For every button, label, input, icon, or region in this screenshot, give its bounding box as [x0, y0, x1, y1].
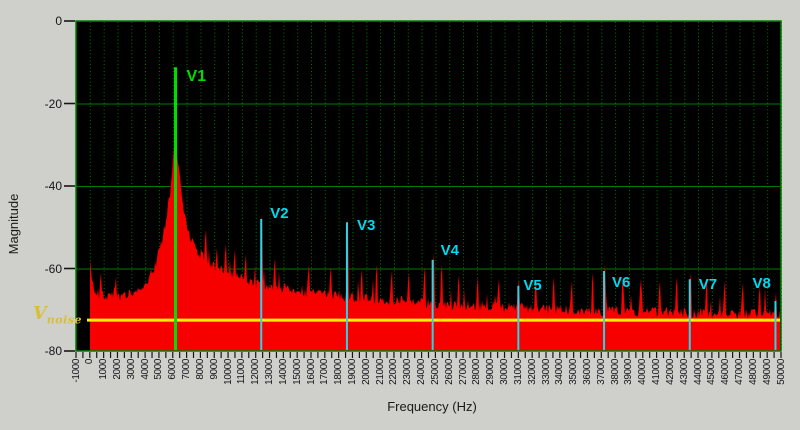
- x-tick-label: 16000: [305, 359, 317, 385]
- x-tick-label: 33000: [540, 359, 552, 385]
- x-tick-label: 28000: [471, 359, 483, 385]
- x-tick-label: 13000: [264, 359, 276, 385]
- x-tick-label: 14000: [277, 359, 289, 385]
- x-tick-label: 27000: [457, 359, 469, 385]
- x-tick-label: 0: [84, 359, 96, 365]
- x-tick-label: 48000: [747, 359, 759, 385]
- y-tick-label: 0: [55, 14, 62, 28]
- x-tick-label: 6000: [167, 359, 179, 380]
- marker-label-v5: V5: [523, 276, 542, 294]
- marker-label-v7: V7: [698, 276, 718, 294]
- noise-label-subscript: noise: [46, 313, 82, 327]
- noise-label-main: V: [32, 303, 47, 324]
- x-tick-label: 17000: [319, 359, 331, 385]
- marker-label-v1: V1: [186, 68, 207, 86]
- spectrum-area: [90, 136, 780, 351]
- x-tick-label: 43000: [678, 359, 690, 385]
- x-tick-label: 29000: [485, 359, 497, 385]
- x-tick-label: 44000: [692, 359, 704, 385]
- x-tick-label: 41000: [651, 359, 663, 385]
- x-tick-label: 9000: [208, 359, 220, 380]
- x-tick-label: 23000: [402, 359, 414, 385]
- x-tick-label: 2000: [111, 359, 123, 380]
- x-tick-label: 26000: [443, 359, 455, 385]
- x-tick-label: 40000: [637, 359, 649, 385]
- x-tick-label: 18000: [333, 359, 345, 385]
- x-tick-label: 47000: [734, 359, 746, 385]
- x-axis-title: Frequency (Hz): [387, 399, 477, 414]
- x-tick-label: 12000: [250, 359, 262, 385]
- y-axis-title: Magnitude: [6, 193, 21, 255]
- y-tick-label: -20: [44, 96, 62, 111]
- x-tick-label: 50000: [775, 359, 787, 385]
- x-tick-label: 39000: [623, 359, 635, 385]
- x-tick-label: 45000: [706, 359, 718, 385]
- x-tick-label: 5000: [153, 359, 165, 380]
- x-tick-label: 36000: [581, 359, 593, 385]
- x-tick-label: 10000: [222, 359, 234, 385]
- plot-border: [75, 20, 782, 352]
- x-tick-label: 8000: [194, 359, 206, 380]
- x-tick-label: 21000: [374, 359, 386, 385]
- x-tick-label: -1000: [70, 359, 82, 383]
- x-tick-label: 11000: [236, 359, 248, 385]
- marker-label-v4: V4: [440, 241, 459, 259]
- x-tick-label: 4000: [139, 359, 151, 380]
- y-tick-label: -80: [44, 344, 62, 358]
- x-tick-label: 34000: [554, 359, 566, 385]
- x-tick-label: 49000: [761, 359, 773, 385]
- x-tick-label: 38000: [609, 359, 621, 385]
- marker-label-v6: V6: [612, 273, 631, 291]
- x-tick-label: 35000: [568, 359, 580, 385]
- x-tick-label: 31000: [512, 359, 524, 385]
- x-tick-label: 24000: [416, 359, 428, 385]
- x-tick-label: 32000: [526, 359, 538, 385]
- x-tick-label: 15000: [291, 359, 303, 385]
- y-tick-label: -60: [44, 261, 62, 276]
- x-tick-label: 1000: [98, 359, 110, 380]
- x-tick-label: 3000: [125, 359, 137, 380]
- x-tick-label: 22000: [388, 359, 400, 385]
- x-tick-label: 42000: [664, 359, 676, 385]
- marker-label-v2: V2: [270, 205, 289, 222]
- x-tick-label: 19000: [346, 359, 358, 385]
- x-tick-label: 20000: [360, 359, 372, 385]
- x-tick-label: 25000: [429, 359, 441, 385]
- marker-label-v8: V8: [752, 275, 771, 293]
- x-tick-label: 30000: [499, 359, 511, 385]
- x-tick-label: 46000: [720, 359, 732, 385]
- x-tick-label: 7000: [181, 359, 193, 380]
- noise-level-label: Vnoise: [24, 303, 82, 332]
- marker-label-v3: V3: [356, 217, 376, 235]
- x-tick-label: 37000: [595, 359, 607, 385]
- y-tick-label: -40: [44, 179, 62, 193]
